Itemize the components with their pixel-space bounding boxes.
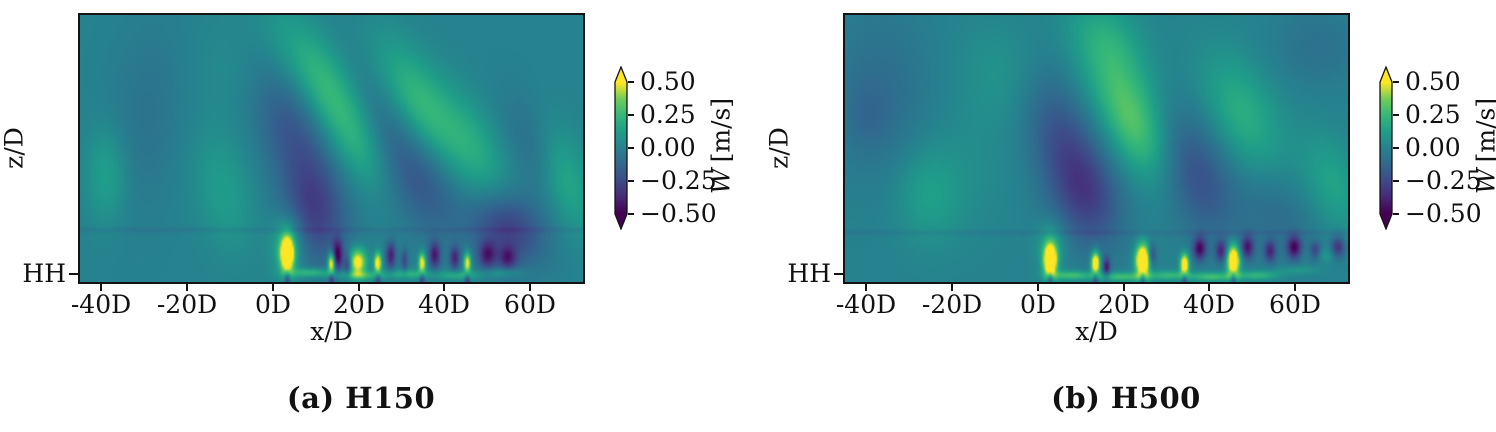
panel-h500: z/D HH x/D W[m/s] (b) H500 -40D-20D0D20D…: [765, 0, 1496, 432]
x-tick-label: -40D: [835, 290, 897, 319]
colorbar-tick-mark: [1393, 147, 1399, 149]
x-tick-mark: [1122, 284, 1125, 291]
x-tick-mark: [186, 284, 188, 291]
x-tick-mark: [1036, 284, 1039, 291]
y-tick-mark: [69, 273, 78, 275]
x-tick-label: 40D: [418, 290, 470, 319]
heatmap-canvas: [80, 15, 583, 282]
x-tick-label: 40D: [1183, 290, 1235, 319]
x-tick-label: 60D: [1269, 290, 1321, 319]
subfigure-caption: (a) H150: [286, 381, 436, 415]
colorbar-units: [m/s]: [706, 97, 736, 163]
x-tick-label: 20D: [1098, 290, 1150, 319]
colorbar-tick-mark: [628, 180, 634, 182]
colorbar-units: [m/s]: [1471, 97, 1496, 163]
colorbar-tick-label: 0.00: [640, 133, 696, 162]
y-axis-label: z/D: [0, 127, 29, 169]
y-tick-label-hub-height: HH: [787, 259, 831, 288]
colorbar-gradient: [614, 65, 628, 231]
panel-h150: z/D HH x/D W[m/s] (a) H150 -40D -20D 0D 20D…: [0, 13, 736, 415]
x-tick-mark: [1208, 284, 1210, 291]
colorbar-tick-mark: [1393, 81, 1399, 83]
colorbar-tick-mark: [628, 114, 634, 116]
colorbar-tick-label: −0.50: [1405, 199, 1482, 228]
colorbar-tick-mark: [628, 147, 634, 149]
x-tick-label: -20D: [156, 290, 218, 319]
x-tick-label: 0D: [1020, 290, 1056, 319]
heatmap-plot: [843, 13, 1350, 284]
colorbar-tick-label: −0.25: [640, 166, 717, 195]
colorbar-tick-label: 0.50: [640, 67, 696, 96]
colorbar-gradient: [1379, 65, 1393, 231]
x-tick-label: -40D: [70, 290, 132, 319]
y-tick-mark: [834, 273, 843, 275]
x-tick-label: -20D: [921, 290, 983, 319]
x-tick-mark: [865, 284, 868, 291]
colorbar-tick-label: 0.25: [1405, 100, 1461, 129]
x-tick-label: 20D: [333, 290, 385, 319]
x-tick-mark: [951, 284, 953, 291]
y-axis-label: z/D: [764, 127, 794, 169]
x-tick-mark: [357, 284, 360, 291]
x-axis-label: x/D: [1075, 317, 1118, 346]
colorbar-tick-mark: [628, 213, 634, 215]
x-axis-label: x/D: [310, 317, 353, 346]
x-tick-mark: [1293, 284, 1296, 291]
colorbar-tick-label: 0.00: [1405, 133, 1461, 162]
y-tick-label-hub-height: HH: [22, 259, 66, 288]
colorbar: [1379, 65, 1393, 231]
x-tick-mark: [528, 284, 531, 291]
colorbar-tick-mark: [1393, 180, 1399, 182]
colorbar-tick-label: 0.25: [640, 100, 696, 129]
colorbar-tick-label: 0.50: [1405, 67, 1461, 96]
colorbar-tick-mark: [1393, 114, 1399, 116]
colorbar-tick-label: −0.50: [640, 199, 717, 228]
colorbar-tick-label: −0.25: [1405, 166, 1482, 195]
heatmap-plot: [78, 13, 585, 284]
heatmap-canvas: [845, 15, 1348, 282]
colorbar-tick-mark: [1393, 213, 1399, 215]
x-tick-mark: [100, 284, 103, 291]
colorbar: [614, 65, 628, 231]
colorbar-tick-mark: [628, 81, 634, 83]
subfigure-caption: (b) H500: [1051, 381, 1201, 415]
x-tick-mark: [271, 284, 274, 291]
x-tick-label: 60D: [504, 290, 556, 319]
x-tick-label: 0D: [255, 290, 291, 319]
x-tick-mark: [443, 284, 445, 291]
